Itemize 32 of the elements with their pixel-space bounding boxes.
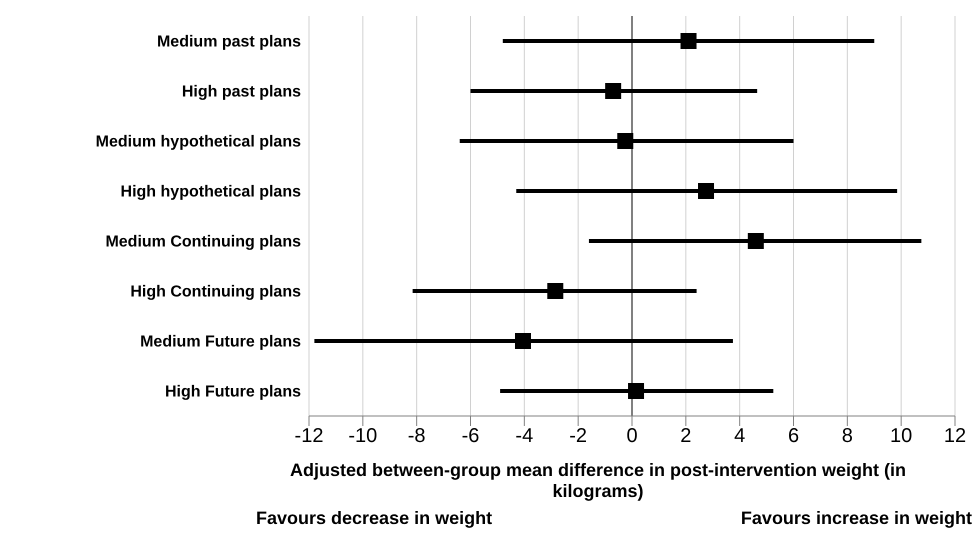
x-tick-label: -10 — [348, 425, 378, 448]
x-tick-label: 8 — [842, 425, 853, 448]
y-tick-label: Medium hypothetical plans — [96, 134, 302, 151]
x-tick-label: 0 — [626, 425, 638, 448]
y-tick-label: High Future plans — [165, 384, 302, 401]
point — [617, 133, 634, 149]
x-tick-label: -12 — [294, 425, 324, 448]
point — [698, 183, 714, 199]
x-tick-label: 2 — [680, 425, 692, 448]
y-tick-label: High past plans — [182, 84, 302, 101]
x-tick-label: -6 — [462, 425, 480, 448]
y-tick-label: High Continuing plans — [130, 284, 302, 301]
x-tick-label: -8 — [408, 425, 426, 448]
y-tick-label: Medium Future plans — [140, 334, 302, 351]
point — [748, 233, 764, 249]
x-tick-label: -4 — [515, 425, 534, 448]
text: Favours increase in weight — [740, 508, 972, 529]
y-tick-label: Medium Continuing plans — [105, 234, 302, 251]
point — [514, 333, 531, 349]
y-tick-label: Medium past plans — [156, 34, 302, 51]
point — [605, 83, 622, 99]
x-tick-label: 4 — [734, 425, 746, 448]
x-tick-label: -2 — [569, 425, 588, 448]
x-tick-label: 6 — [788, 425, 800, 448]
point — [547, 283, 564, 299]
y-tick-label: High hypothetical plans — [120, 184, 302, 201]
point — [680, 33, 697, 49]
x-tick-label: 10 — [890, 425, 912, 448]
x-axis-title: Adjusted between-group mean difference in post-intervention weight (in kilograms) — [288, 460, 908, 502]
text: Favours decrease in weight — [256, 508, 492, 529]
point — [628, 383, 644, 399]
x-tick-label: 12 — [944, 425, 966, 448]
